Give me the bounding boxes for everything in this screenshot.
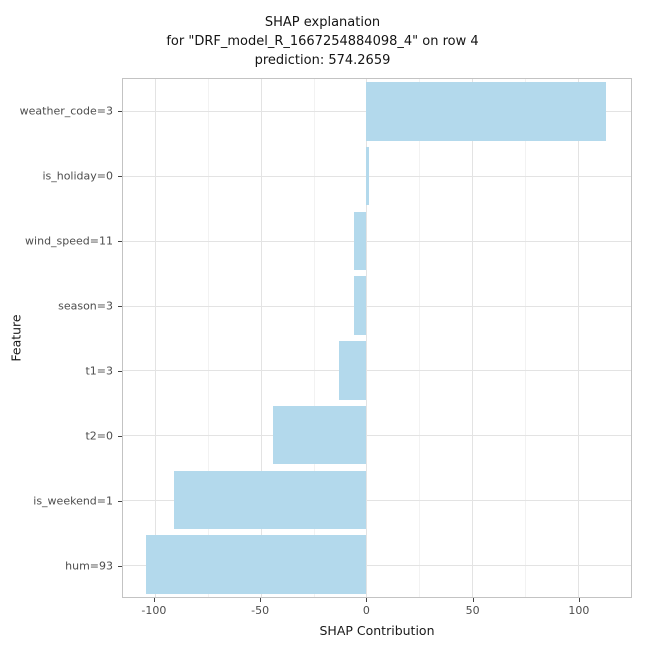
shap-bar [273,405,367,465]
y-tick-mark [118,175,122,177]
gridline-major-horizontal [123,499,631,501]
x-tick-label: 100 [568,604,590,617]
y-tick-label: t2=0 [85,429,113,442]
x-tick-mark [366,598,368,602]
gridline-major-vertical [366,79,368,597]
y-tick-mark [118,500,122,502]
shap-bar [366,146,369,206]
x-tick-label: -100 [141,604,167,617]
y-axis-tick-marks [118,78,122,598]
plot-title-line3: prediction: 574.2659 [254,53,391,68]
x-axis-tick-labels: -100 -50 0 50 100 [122,604,632,618]
shap-bar [146,535,367,594]
y-tick-label: wind_speed=11 [25,234,113,247]
x-tick-label: 0 [362,604,370,617]
gridline-minor-vertical [525,79,527,597]
gridline-major-vertical [260,79,262,597]
gridline-major-horizontal [123,435,631,437]
x-axis-title: SHAP Contribution [319,623,435,638]
gridline-major-vertical [472,79,474,597]
y-tick-mark [118,370,122,372]
x-tick-mark [472,598,474,602]
gridline-minor-vertical [313,79,315,597]
y-tick-mark [118,110,122,112]
gridline-minor-vertical [207,79,209,597]
gridline-minor-vertical [419,79,421,597]
x-tick-mark [153,598,155,602]
y-tick-mark [118,565,122,567]
y-tick-label: is_weekend=1 [33,494,113,507]
shap-bar [366,82,606,141]
x-tick-mark [260,598,262,602]
y-tick-label: is_holiday=0 [42,169,113,182]
x-tick-label: 50 [465,604,480,617]
x-axis-tick-marks [122,598,632,602]
gridline-major-horizontal [123,305,631,307]
shap-bar [353,276,367,335]
gridline-major-vertical [154,79,156,597]
y-tick-label: season=3 [58,299,113,312]
y-tick-mark [118,305,122,307]
y-tick-mark [118,240,122,242]
y-tick-mark [118,435,122,437]
gridline-major-horizontal [123,564,631,566]
shap-bar [353,211,367,270]
gridline-major-vertical [578,79,580,597]
plot-panel [122,78,632,598]
gridline-major-horizontal [123,240,631,242]
y-tick-label: weather_code=3 [19,104,113,117]
x-tick-label: -50 [251,604,270,617]
plot-title-line1: SHAP explanation [264,15,381,30]
x-tick-mark [578,598,580,602]
y-tick-label: t1=3 [85,364,113,377]
gridline-major-horizontal [123,176,631,178]
plot-title-line2: for "DRF_model_R_1667254884098_4" on row… [166,34,479,49]
plot-title: SHAP explanation for "DRF_model_R_166725… [0,13,645,70]
shap-bar [173,470,367,529]
gridline-major-horizontal [123,370,631,372]
shap-bar [338,341,367,400]
y-tick-label: hum=93 [65,559,113,572]
